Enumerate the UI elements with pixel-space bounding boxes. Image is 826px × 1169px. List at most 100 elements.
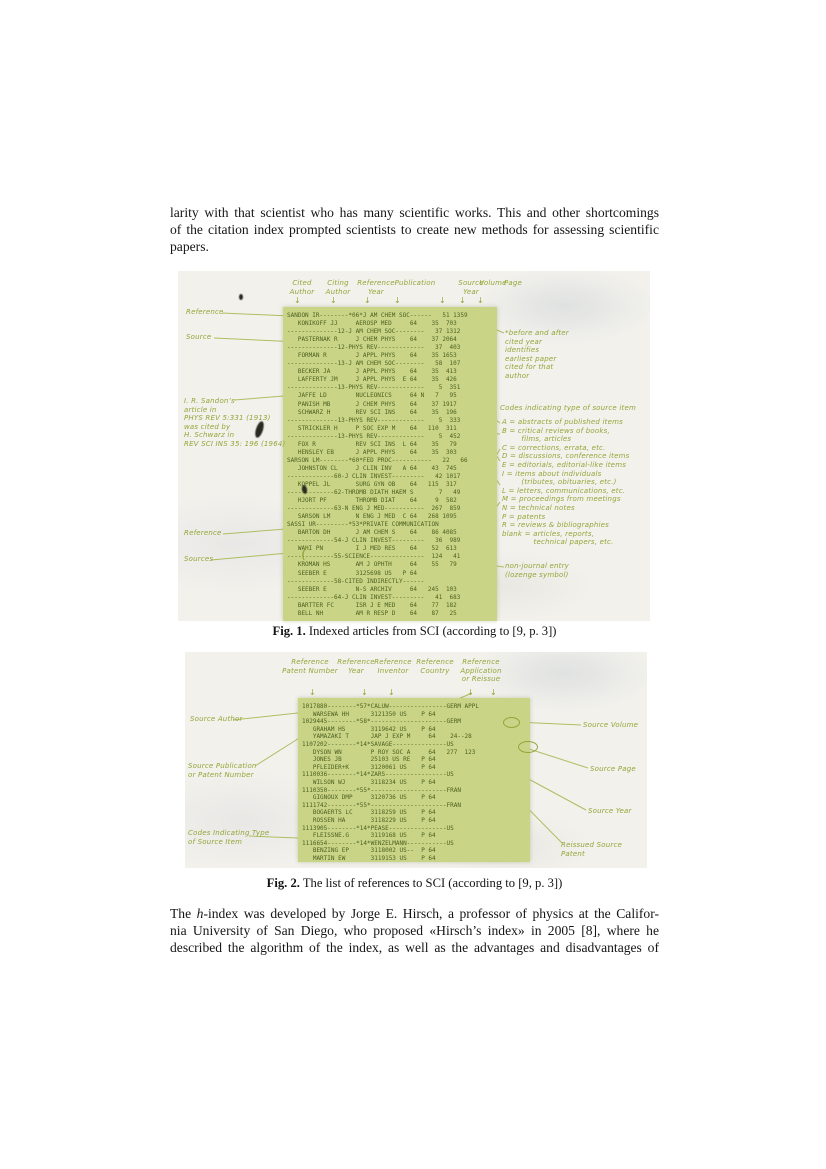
circled-source-volume bbox=[503, 717, 520, 728]
fig2-listing-row: WARSEWA HH 3121350 US P 64 bbox=[302, 710, 436, 718]
fig2-listing-row: 1017880--------*57*CALUW----------------… bbox=[302, 703, 480, 710]
fig2-listing-row: ROSSEN HA 3118229 US P 64 bbox=[302, 816, 436, 824]
fig2-listing-row: YAMAZAKI T JAP J EXP M 64 24--28 bbox=[302, 733, 472, 741]
fig1-listing-row: --------------13-PHYS REV------------- 5… bbox=[287, 384, 461, 392]
fig1-listing-row: -------------64-J CLIN INVEST--------- 4… bbox=[287, 593, 461, 601]
figure1-caption-label: Fig. 1. bbox=[272, 624, 306, 638]
figure2-caption: Fig. 2. The list of references to SCI (a… bbox=[170, 876, 659, 891]
down-arrow-icon: ↓ bbox=[388, 688, 395, 697]
figure1-scan: Cited Author Citing Author Reference Yea… bbox=[178, 271, 650, 621]
fig1-listing-row: PANISH MB J CHEM PHYS 64 37 1917 bbox=[287, 400, 457, 408]
fig1-code-item: A = abstracts of published items bbox=[502, 418, 623, 426]
fig2-listing-row: FLEISSNE.G 3119168 US P 64 bbox=[302, 832, 436, 840]
fig1-listing-row: -------------58-CITED INDIRECTLY------ bbox=[287, 577, 425, 585]
down-arrow-icon: ↓ bbox=[309, 688, 316, 697]
fig2-listing-row: PFLEIDER+K 3120061 US P 64 bbox=[302, 763, 436, 771]
fig2-listing-row: JONES JB 25103 US RE P 64 bbox=[302, 756, 436, 764]
fig1-code-item: P = patents bbox=[502, 512, 546, 521]
fig1-listing-row: --------------12-J AM CHEM SOC-------- 3… bbox=[287, 328, 461, 336]
fig2-header-application: Reference Application or Reissue bbox=[460, 658, 502, 683]
fig1-listing-row: WAHI PN I J MED RES 64 52 613 bbox=[287, 545, 457, 553]
ink-blot bbox=[239, 294, 243, 300]
fig1-listing-row: STRICKLER H P SOC EXP M 64 110 311 bbox=[287, 424, 457, 432]
fig2-listing-row: BENZING EP 3118002 US-- P 64 bbox=[302, 847, 436, 855]
fig2-listing-rows: 1017880--------*57*CALUW----------------… bbox=[298, 698, 530, 862]
fig2-header-inventor: Reference Inventor bbox=[374, 658, 412, 675]
fig1-listing-row: --------------13-PHYS REV------------- 5… bbox=[287, 416, 461, 424]
fig1-header-cited-author: Cited Author bbox=[289, 279, 315, 296]
fig1-header-publication: Publication bbox=[394, 279, 436, 287]
fig1-code-item: N = technical notes bbox=[502, 503, 575, 512]
figure2-caption-label: Fig. 2. bbox=[266, 876, 300, 890]
fig2-listing-row: 1116654--------*14*WENZELMANN-----------… bbox=[302, 839, 454, 847]
fig2-header-year: Reference Year bbox=[337, 658, 375, 675]
fig2-header-patent-number: Reference Patent Number bbox=[282, 658, 338, 675]
fig1-annotation-sources: Sources bbox=[184, 555, 214, 563]
fig2-listing-row: BOGAERTS LC 3118259 US P 64 bbox=[302, 809, 436, 817]
down-arrow-icon: ↓ bbox=[330, 296, 337, 305]
fig1-header-volume: Volume bbox=[479, 279, 507, 287]
fig2-listing-row: 1110350--------*55*---------------------… bbox=[302, 786, 461, 794]
down-arrow-icon: ↓ bbox=[439, 296, 446, 305]
paragraph-bottom: The h-index was developed by Jorge E. Hi… bbox=[170, 905, 659, 956]
fig1-listing-row: FOX R REV SCI INS L 64 35 79 bbox=[287, 440, 457, 448]
figure2-caption-text: The list of references to SCI (according… bbox=[299, 876, 563, 890]
fig1-header-source-year: Source Year bbox=[458, 279, 484, 296]
figure1-caption-text: Indexed articles from SCI (according to … bbox=[305, 624, 557, 638]
fig1-listing-row: LAFFERTY JM J APPL PHYS E 64 35 426 bbox=[287, 376, 457, 384]
fig1-listing-panel: SANDON IR--------*06*J AM CHEM SOC------… bbox=[283, 307, 497, 621]
paragraph-line: of the citation index prompted scientist… bbox=[170, 222, 659, 237]
fig1-listing-row: -------------63-N ENG J MED----------- 2… bbox=[287, 505, 461, 513]
fig2-listing-row: WILSON WJ 3118234 US P 64 bbox=[302, 778, 436, 786]
fig2-listing-row: 1110036--------*14*ZARS-----------------… bbox=[302, 771, 454, 779]
fig1-listing-row: BECKER JA J APPL PHYS 64 35 413 bbox=[287, 368, 457, 376]
fig1-listing-row: -------------55-SCIENCE--------------- 1… bbox=[287, 553, 461, 561]
fig2-listing-row: 1107202--------*14*SAVAGE---------------… bbox=[302, 740, 454, 748]
fig1-listing-row: JAFFE LD NUCLEONICS 64 N 7 95 bbox=[287, 392, 457, 400]
down-arrow-icon: ↓ bbox=[394, 296, 401, 305]
fig1-listing-row: SCHWARZ H REV SCI INS 64 35 196 bbox=[287, 408, 457, 416]
fig1-listing-row: --------------13-PHYS REV------------- 5… bbox=[287, 432, 461, 440]
circled-source-page bbox=[518, 741, 538, 753]
fig2-annotation-codes: Codes Indicating Type of Source Item bbox=[188, 829, 270, 846]
down-arrow-icon: ↓ bbox=[467, 688, 474, 697]
fig1-annotation-source: Source bbox=[186, 333, 212, 341]
fig1-listing-row: KOPPEL JL SURG GYN OB 64 115 317 bbox=[287, 480, 457, 488]
fig1-listing-row: JOHNSTON CL J CLIN INV A 64 43 745 bbox=[287, 464, 457, 472]
fig1-listing-row: --------------13-J AM CHEM SOC-------- 5… bbox=[287, 360, 461, 368]
fig1-listing-row: SASSI UR---------*53*PRIVATE COMMUNICATI… bbox=[287, 521, 439, 529]
fig1-listing-row: HJORT PF THROMB DIAT 64 9 582 bbox=[287, 497, 457, 505]
fig1-listing-rows: SANDON IR--------*06*J AM CHEM SOC------… bbox=[283, 307, 497, 618]
fig1-listing-row: BARTTER FC ISR J E MED 64 77 182 bbox=[287, 601, 457, 609]
fig1-annotation-nonjournal: non-journal entry (lozenge symbol) bbox=[505, 562, 570, 579]
fig1-listing-row: PASTERNAK R J CHEM PHYS 64 37 2064 bbox=[287, 336, 457, 344]
paragraph-line: nia University of San Diego, who propose… bbox=[170, 923, 659, 938]
fig1-code-item: E = editorials, editorial-like items bbox=[502, 460, 627, 469]
fig1-listing-row: KONIKOFF JJ AEROSP MED 64 35 703 bbox=[287, 320, 457, 328]
fig2-listing-row: GRAHAM HS 3119642 US P 64 bbox=[302, 725, 436, 733]
fig1-code-item: B = critical reviews of books, bbox=[502, 426, 610, 435]
fig2-listing-row: 1113905--------*14*PEASE----------------… bbox=[302, 824, 454, 832]
fig1-code-item: films, articles bbox=[502, 435, 572, 444]
fig2-listing-row: GIGNOUX DMP 3120736 US P 64 bbox=[302, 794, 436, 802]
figure1-caption: Fig. 1. Indexed articles from SCI (accor… bbox=[170, 624, 659, 639]
fig1-listing-row: KROMAN HS AM J OPHTH 64 55 79 bbox=[287, 561, 457, 569]
fig2-annotation-source-year: Source Year bbox=[588, 807, 632, 815]
fig1-header-page: Page bbox=[503, 279, 523, 287]
fig1-code-item: M = proceedings from meetings bbox=[502, 495, 621, 504]
fig2-annotation-source-page: Source Page bbox=[590, 765, 636, 773]
text-run: The bbox=[170, 906, 197, 921]
fig1-listing-row: SARSON LM N ENG J MED C 64 268 1095 bbox=[287, 513, 457, 521]
paragraph-line: The h-index was developed by Jorge E. Hi… bbox=[170, 905, 659, 922]
paragraph-top: larity with that scientist who has many … bbox=[170, 204, 659, 255]
fig1-annotation-codes-title: Codes indicating type of source item bbox=[500, 404, 636, 412]
fig1-code-item: technical papers, etc. bbox=[502, 538, 614, 547]
fig1-listing-row: -------------60-J CLIN INVEST--------- 4… bbox=[287, 472, 461, 480]
fig2-listing-panel: 1017880--------*57*CALUW----------------… bbox=[298, 698, 530, 862]
down-arrow-icon: ↓ bbox=[490, 688, 497, 697]
figure2-scan: Reference Patent Number Reference Year R… bbox=[185, 652, 647, 868]
fig2-header-country: Reference Country bbox=[416, 658, 454, 675]
fig1-listing-row: SEEBER E N-S ARCHIV 64 245 103 bbox=[287, 585, 457, 593]
fig1-annotation-reference-bottom: Reference bbox=[184, 529, 222, 537]
